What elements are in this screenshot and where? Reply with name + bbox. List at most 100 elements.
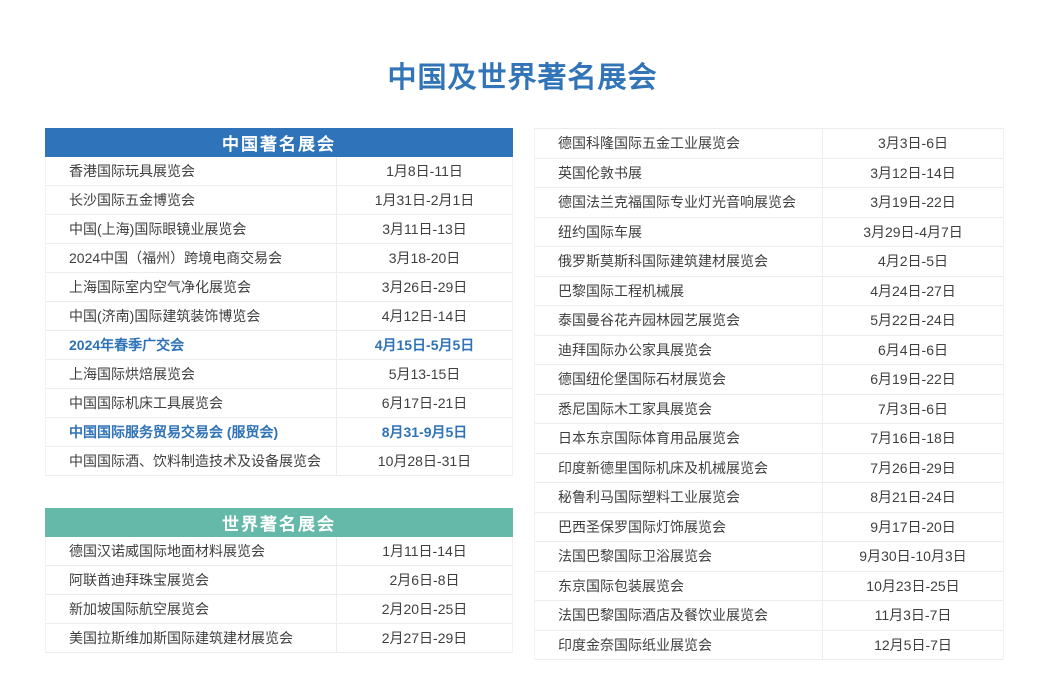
exhibition-date: 5月22日-24日: [822, 306, 1003, 335]
exhibition-name: 纽约国际车展: [558, 223, 642, 240]
exhibition-name: 新加坡国际航空展览会: [69, 601, 209, 617]
china-table-header: 中国著名展会: [45, 128, 513, 157]
exhibition-date: 2月27日-29日: [336, 624, 512, 652]
table-row: 俄罗斯莫斯科国际建筑建材展览会 4月2日-5日: [535, 247, 1003, 277]
world-exhibitions-table: 世界著名展会 德国汉诺威国际地面材料展览会 1月11日-14日 阿联酋迪拜珠宝展览会…: [45, 508, 513, 653]
table-row: 悉尼国际木工家具展览会 7月3日-6日: [535, 394, 1003, 424]
exhibition-date: 1月11日-14日: [336, 537, 512, 565]
exhibition-date: 3月18-20日: [336, 244, 512, 272]
table-row: 德国法兰克福国际专业灯光音响展览会 3月19日-22日: [535, 188, 1003, 218]
exhibition-date: 7月26日-29日: [822, 453, 1003, 482]
exhibition-name: 香港国际玩具展览会: [69, 163, 195, 179]
exhibition-date: 3月19日-22日: [822, 188, 1003, 217]
table-row: 中国(上海)国际眼镜业展览会 3月11日-13日: [46, 215, 512, 244]
table-row: 阿联酋迪拜珠宝展览会 2月6日-8日: [46, 566, 512, 595]
exhibition-date: 6月17日-21日: [336, 389, 512, 417]
exhibition-date: 2月6日-8日: [336, 566, 512, 594]
table-row: 中国(济南)国际建筑装饰博览会 4月12日-14日: [46, 302, 512, 331]
exhibition-name: 德国纽伦堡国际石材展览会: [558, 371, 726, 388]
table-row: 中国国际机床工具展览会 6月17日-21日: [46, 389, 512, 418]
exhibition-date: 8月31-9月5日: [336, 418, 512, 446]
table-row: 2024中国（福州）跨境电商交易会 3月18-20日: [46, 244, 512, 273]
exhibition-date: 8月21日-24日: [822, 483, 1003, 512]
exhibition-name: 德国汉诺威国际地面材料展览会: [69, 543, 265, 559]
exhibition-name: 中国(济南)国际建筑装饰博览会: [69, 308, 261, 324]
exhibition-date: 7月3日-6日: [822, 394, 1003, 423]
exhibition-name: 秘鲁利马国际塑料工业展览会: [558, 489, 740, 506]
exhibition-name: 美国拉斯维加斯国际建筑建材展览会: [69, 630, 293, 646]
exhibition-name: 巴西圣保罗国际灯饰展览会: [558, 518, 726, 535]
exhibition-name: 俄罗斯莫斯科国际建筑建材展览会: [558, 253, 768, 270]
table-row: 香港国际玩具展览会 1月8日-11日: [46, 157, 512, 186]
table-row: 印度新德里国际机床及机械展览会 7月26日-29日: [535, 453, 1003, 483]
exhibition-date: 3月3日-6日: [822, 129, 1003, 158]
exhibition-name: 英国伦敦书展: [558, 164, 642, 181]
exhibition-name: 上海国际烘焙展览会: [69, 366, 195, 382]
exhibition-name: 东京国际包装展览会: [558, 577, 684, 594]
exhibition-date: 6月19日-22日: [822, 365, 1003, 394]
exhibition-date: 1月31日-2月1日: [336, 186, 512, 214]
table-row: 法国巴黎国际卫浴展览会 9月30日-10月3日: [535, 542, 1003, 572]
china-table-rows: 香港国际玩具展览会 1月8日-11日 长沙国际五金博览会 1月31日-2月1日 中国(上…: [45, 157, 513, 476]
exhibition-name: 2024年春季广交会: [69, 337, 185, 353]
exhibition-name: 巴黎国际工程机械展: [558, 282, 684, 299]
world-exhibitions-continued-table: 德国科隆国际五金工业展览会 3月3日-6日 英国伦敦书展 3月12日-14日 德国法兰克…: [534, 128, 1004, 660]
table-row: 新加坡国际航空展览会 2月20日-25日: [46, 595, 512, 624]
table-row: 美国拉斯维加斯国际建筑建材展览会 2月27日-29日: [46, 624, 512, 653]
table-row: 中国国际酒、饮料制造技术及设备展览会 10月28日-31日: [46, 447, 512, 476]
exhibition-date: 11月3日-7日: [822, 601, 1003, 630]
table-row: 中国国际服务贸易交易会 (服贸会) 8月31-9月5日: [46, 418, 512, 447]
exhibition-name: 中国国际服务贸易交易会 (服贸会): [69, 424, 279, 440]
exhibition-date: 10月28日-31日: [336, 447, 512, 475]
table-row: 泰国曼谷花卉园林园艺展览会 5月22日-24日: [535, 306, 1003, 336]
exhibition-date: 9月30日-10月3日: [822, 542, 1003, 571]
world-table-header: 世界著名展会: [45, 508, 513, 537]
exhibition-date: 9月17日-20日: [822, 512, 1003, 541]
exhibition-date: 4月2日-5日: [822, 247, 1003, 276]
exhibition-name: 印度新德里国际机床及机械展览会: [558, 459, 768, 476]
page-title: 中国及世界著名展会: [387, 62, 658, 94]
exhibition-name: 上海国际室内空气净化展览会: [69, 279, 251, 295]
table-row: 法国巴黎国际酒店及餐饮业展览会 11月3日-7日: [535, 601, 1003, 631]
left-column: 中国著名展会 香港国际玩具展览会 1月8日-11日长沙国际五金博览会 1月31日-2…: [45, 128, 513, 653]
exhibition-date: 6月4日-6日: [822, 335, 1003, 364]
exhibition-date: 10月23日-25日: [822, 571, 1003, 600]
exhibition-name: 2024中国（福州）跨境电商交易会: [69, 250, 283, 266]
exhibition-name: 德国科隆国际五金工业展览会: [558, 135, 740, 152]
world-table-rows: 德国汉诺威国际地面材料展览会 1月11日-14日阿联酋迪拜珠宝展览会 2月6日-8日…: [45, 537, 513, 653]
table-row: 德国科隆国际五金工业展览会 3月3日-6日: [535, 129, 1003, 159]
exhibition-date: 2月20日-25日: [336, 595, 512, 623]
exhibition-date: 5月13-15日: [336, 360, 512, 388]
exhibition-name: 印度金奈国际纸业展览会: [558, 636, 712, 653]
exhibition-name: 中国(上海)国际眼镜业展览会: [69, 221, 247, 237]
exhibition-name: 阿联酋迪拜珠宝展览会: [69, 572, 209, 588]
exhibition-date: 4月12日-14日: [336, 302, 512, 330]
exhibition-name: 悉尼国际木工家具展览会: [558, 400, 712, 417]
exhibition-date: 12月5日-7日: [822, 630, 1003, 659]
table-row: 纽约国际车展 3月29日-4月7日: [535, 217, 1003, 247]
table-row: 上海国际室内空气净化展览会 3月26日-29日: [46, 273, 512, 302]
exhibition-name: 中国国际机床工具展览会: [69, 395, 223, 411]
table-row: 秘鲁利马国际塑料工业展览会 8月21日-24日: [535, 483, 1003, 513]
exhibition-date: 4月24日-27日: [822, 276, 1003, 305]
right-column: 德国科隆国际五金工业展览会 3月3日-6日 英国伦敦书展 3月12日-14日 德国法兰克…: [534, 128, 1004, 660]
table-row: 日本东京国际体育用品展览会 7月16日-18日: [535, 424, 1003, 454]
table-row: 2024年春季广交会 4月15日-5月5日: [46, 331, 512, 360]
exhibition-date: 1月8日-11日: [336, 157, 512, 185]
exhibition-name: 德国法兰克福国际专业灯光音响展览会: [558, 194, 796, 211]
exhibition-date: 3月12日-14日: [822, 158, 1003, 187]
exhibition-name: 泰国曼谷花卉园林园艺展览会: [558, 312, 740, 329]
exhibition-date: 3月29日-4月7日: [822, 217, 1003, 246]
table-row: 印度金奈国际纸业展览会 12月5日-7日: [535, 630, 1003, 660]
exhibition-name: 法国巴黎国际酒店及餐饮业展览会: [558, 607, 768, 624]
exhibition-name: 日本东京国际体育用品展览会: [558, 430, 740, 447]
table-row: 上海国际烘焙展览会 5月13-15日: [46, 360, 512, 389]
table-row: 德国纽伦堡国际石材展览会 6月19日-22日: [535, 365, 1003, 395]
exhibition-name: 中国国际酒、饮料制造技术及设备展览会: [69, 453, 321, 469]
exhibition-name: 迪拜国际办公家具展览会: [558, 341, 712, 358]
exhibition-date: 7月16日-18日: [822, 424, 1003, 453]
table-row: 迪拜国际办公家具展览会 6月4日-6日: [535, 335, 1003, 365]
exhibition-name: 长沙国际五金博览会: [69, 192, 195, 208]
china-exhibitions-table: 中国著名展会 香港国际玩具展览会 1月8日-11日长沙国际五金博览会 1月31日-2…: [45, 128, 513, 476]
